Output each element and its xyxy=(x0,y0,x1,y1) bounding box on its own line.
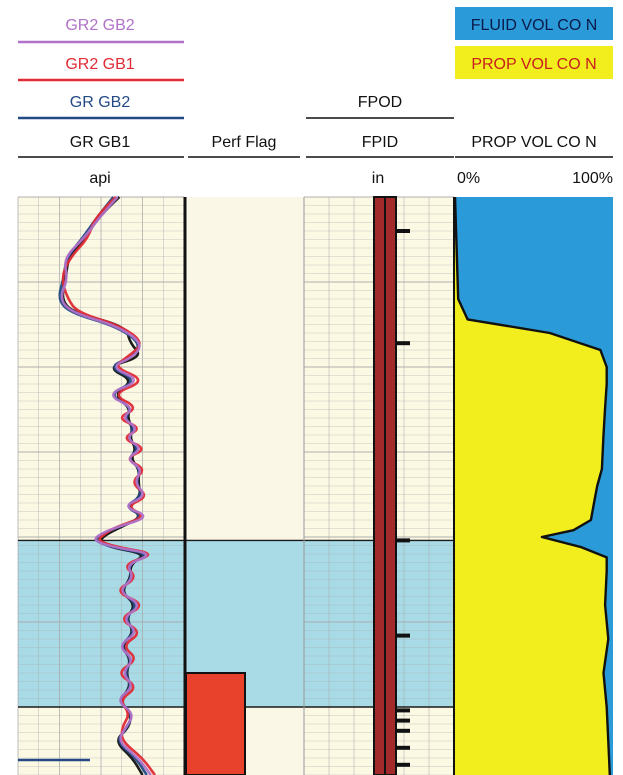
pipe-collar-mark-2 xyxy=(396,538,410,543)
header-fpid: FPID xyxy=(362,134,398,151)
unit-gr: api xyxy=(89,170,110,187)
unit-prop-left: 0% xyxy=(457,170,480,187)
header-fpod: FPOD xyxy=(358,94,402,111)
perf-flag-track xyxy=(185,672,246,775)
pipe-collar-mark-1 xyxy=(396,341,410,346)
log-header: GR2 GB2 GR2 GB1 GR GB2 GR GB1 Perf Flag … xyxy=(18,7,613,187)
pipe-collar-mark-4 xyxy=(396,708,410,713)
header-prop-vol: PROP VOL CO N xyxy=(471,134,596,151)
proppant-volume-curve xyxy=(453,196,611,775)
pipe-collar-mark-3 xyxy=(396,633,410,638)
log-tracks xyxy=(17,196,613,775)
gamma-ray-curves xyxy=(18,196,156,775)
unit-pipe: in xyxy=(372,170,384,187)
legend-gr2-gb1: GR2 GB1 xyxy=(65,56,134,73)
proppant-track xyxy=(453,196,613,775)
legend-prop-vol-swatch xyxy=(455,46,613,79)
legend-fluid-vol-swatch xyxy=(455,7,613,40)
pipe-collar-mark-6 xyxy=(396,728,410,733)
header-gr-gb1: GR GB1 xyxy=(70,134,131,151)
legend-gr2-gb2: GR2 GB2 xyxy=(65,17,134,34)
track-borders xyxy=(183,197,455,775)
pipe-collar-mark-7 xyxy=(396,745,410,750)
legend-prop-vol: PROP VOL CO N xyxy=(471,56,596,73)
pipe-collar-mark-5 xyxy=(396,718,410,723)
pipe-collar-mark-0 xyxy=(396,229,410,233)
gr-curve-gr2-gb2 xyxy=(60,196,152,775)
legend-fluid-vol: FLUID VOL CO N xyxy=(471,17,598,34)
legend-gr-gb2: GR GB2 xyxy=(70,94,131,111)
pipe-track xyxy=(373,196,410,775)
header-perf-flag: Perf Flag xyxy=(212,134,277,151)
proppant-volume-fill xyxy=(455,197,610,775)
perf-flag-bar-0 xyxy=(185,672,246,775)
unit-prop-right: 100% xyxy=(572,170,613,187)
pipe-collar-mark-8 xyxy=(396,762,410,767)
